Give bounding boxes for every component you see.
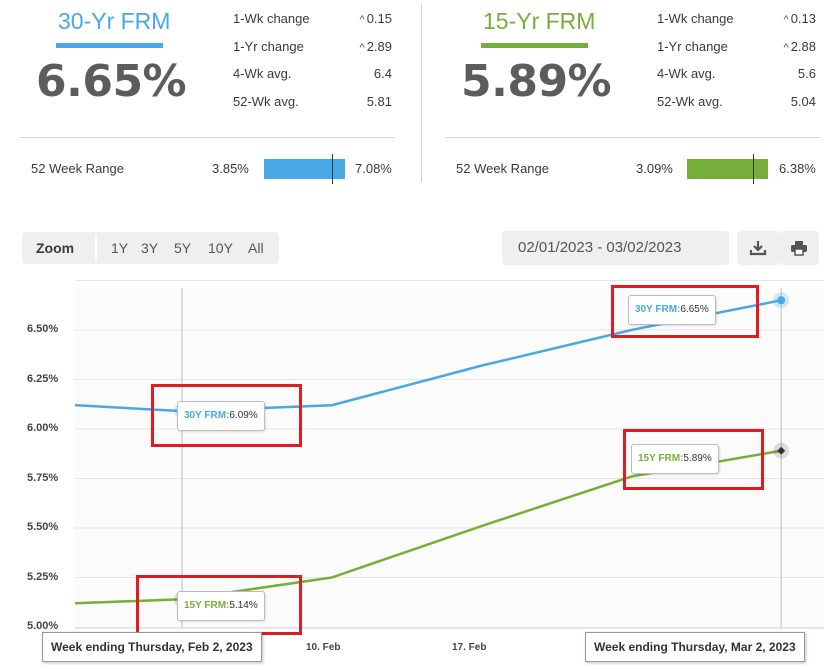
y-tick-label: 6.25%	[27, 373, 59, 385]
current-rate: 6.65%	[36, 56, 187, 107]
panel-title: 30-Yr FRM	[58, 8, 171, 34]
tooltip-30y-start: 30Y FRM:6.09%	[177, 401, 265, 431]
range-bar	[687, 159, 768, 179]
crosshair-label-end: Week ending Thursday, Mar 2, 2023	[585, 632, 805, 662]
download-button[interactable]	[737, 231, 779, 265]
y-tick-label: 6.50%	[27, 323, 59, 335]
y-tick-label: 6.00%	[27, 422, 59, 434]
highlight-box	[623, 429, 764, 490]
caret-up-icon: ^	[783, 42, 789, 54]
stat-label: 1-Wk change	[233, 11, 310, 26]
x-tick-label: 10. Feb	[306, 642, 341, 653]
stat-value: 6.4	[373, 66, 392, 81]
range-high: 7.08%	[355, 161, 392, 176]
zoom-1y-button[interactable]: 1Y	[111, 240, 129, 256]
divider	[20, 137, 395, 138]
zoom-all-button[interactable]: All	[248, 240, 264, 256]
current-rate: 5.89%	[461, 56, 612, 107]
divider	[445, 137, 820, 138]
tooltip-15y-end: 15Y FRM:5.89%	[631, 444, 719, 474]
stat-label: 52-Wk avg.	[657, 94, 723, 109]
tooltip-30y-end: 30Y FRM:6.65%	[628, 295, 716, 325]
y-tick-label: 5.25%	[27, 571, 59, 583]
stat-label: 4-Wk avg.	[657, 66, 716, 81]
print-icon	[791, 241, 807, 256]
panel-divider	[421, 4, 422, 182]
stat-label: 1-Wk change	[657, 11, 734, 26]
stat-value: ^ 2.88	[783, 39, 816, 54]
range-label: 52 Week Range	[456, 161, 549, 176]
zoom-5y-button[interactable]: 5Y	[174, 240, 192, 256]
download-icon	[749, 241, 767, 256]
highlight-box	[611, 285, 759, 338]
data-point	[777, 446, 786, 455]
series-line-30y	[74, 299, 782, 413]
range-label: 52 Week Range	[31, 161, 124, 176]
x-tick-label: 17. Feb	[452, 642, 487, 653]
stat-label: 1-Yr change	[233, 39, 304, 54]
tooltip-15y-start: 15Y FRM:5.14%	[177, 591, 265, 621]
range-high: 6.38%	[779, 161, 816, 176]
zoom-label: Zoom	[36, 240, 75, 256]
stat-value: 5.81	[366, 94, 392, 109]
y-tick-label: 5.50%	[27, 521, 59, 533]
stat-label: 4-Wk avg.	[233, 66, 292, 81]
range-marker	[332, 154, 333, 184]
zoom-10y-button[interactable]: 10Y	[208, 240, 233, 256]
date-range-text: 02/01/2023 - 03/02/2023	[518, 239, 682, 256]
zoom-3y-button[interactable]: 3Y	[141, 240, 159, 256]
stat-value: ^ 2.89	[359, 39, 392, 54]
range-marker	[753, 154, 754, 184]
stat-value: ^ 0.15	[359, 11, 392, 26]
crosshair-label-start: Week ending Thursday, Feb 2, 2023	[42, 632, 262, 662]
stat-value: 5.04	[790, 94, 816, 109]
caret-up-icon: ^	[359, 14, 365, 26]
print-button[interactable]	[779, 231, 819, 265]
stat-value: 5.6	[797, 66, 816, 81]
panel-title: 15-Yr FRM	[483, 8, 596, 34]
stat-label: 52-Wk avg.	[233, 94, 299, 109]
range-low: 3.85%	[212, 161, 249, 176]
highlight-box	[136, 575, 302, 635]
date-range-picker[interactable]	[502, 231, 729, 265]
stat-value: ^ 0.13	[783, 11, 816, 26]
title-underline	[481, 43, 588, 48]
caret-up-icon: ^	[359, 42, 365, 54]
highlight-box	[151, 384, 302, 447]
y-tick-label: 5.75%	[27, 472, 59, 484]
data-point	[777, 296, 786, 305]
rate-chart: 6.50% 6.25% 6.00% 5.75% 5.50% 5.25% 5.00…	[0, 270, 824, 670]
range-bar	[264, 159, 345, 179]
range-low: 3.09%	[636, 161, 673, 176]
title-underline	[56, 43, 163, 48]
stat-label: 1-Yr change	[657, 39, 728, 54]
toolbar-separator	[95, 234, 97, 262]
y-tick-label: 5.00%	[27, 620, 59, 632]
zoom-toolbar	[22, 232, 279, 264]
caret-up-icon: ^	[783, 14, 789, 26]
